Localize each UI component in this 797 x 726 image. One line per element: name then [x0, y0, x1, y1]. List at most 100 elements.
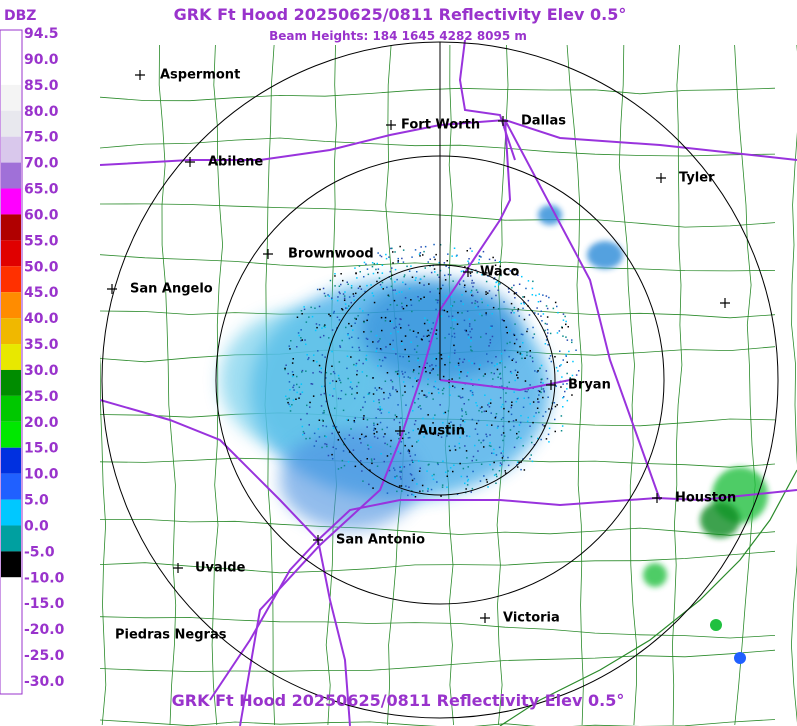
county-lines [100, 44, 797, 726]
echo-pixel [373, 429, 375, 431]
echo-pixel [516, 461, 519, 463]
echo-pixel [479, 407, 482, 409]
echo-pixel [302, 430, 305, 433]
echo-pixel [396, 475, 398, 477]
echo-pixel [366, 284, 368, 287]
echo-pixel [454, 349, 456, 352]
echo-pixel [548, 441, 550, 443]
echo-pixel [498, 282, 501, 285]
city-marker [395, 426, 405, 436]
echo-pixel [465, 290, 467, 293]
echo-pixel [335, 426, 338, 428]
echo-pixel [476, 422, 478, 425]
echo-pixel [338, 361, 341, 363]
echo-pixel [408, 287, 411, 290]
echo-pixel [370, 458, 373, 460]
echo-pixel [517, 466, 519, 468]
echo-pixel [337, 439, 340, 441]
echo-pixel [500, 360, 503, 362]
echo-pixel [447, 273, 450, 276]
echo-pixel [529, 355, 532, 357]
echo-pixel [388, 469, 391, 472]
echo-pixel [450, 421, 452, 423]
echo-pixel [334, 275, 336, 277]
echo-pixel [376, 423, 379, 426]
scale-swatch [1, 551, 21, 578]
echo-pixel [288, 403, 290, 406]
scale-label: 55.0 [24, 233, 59, 249]
echo-pixel [324, 356, 326, 358]
echo-pixel [373, 458, 376, 460]
echo-pixel [348, 322, 350, 325]
echo-pixel [366, 268, 369, 270]
echo-pixel [428, 334, 430, 337]
echo-pixel [538, 411, 540, 414]
echo-pixel [406, 304, 408, 307]
echo-pixel [397, 260, 399, 262]
scale-label: 94.5 [24, 26, 59, 42]
echo-pixel [442, 422, 444, 424]
echo-pixel [301, 369, 304, 372]
echo-pixel [407, 449, 410, 451]
echo-pixel [509, 370, 512, 373]
echo-pixel [448, 315, 450, 318]
echo-pixel [396, 304, 398, 306]
echo-pixel [546, 335, 548, 338]
echo-pixel [381, 428, 384, 431]
echo-pixel [287, 372, 289, 375]
echo-pixel [435, 333, 437, 335]
echo-pixel [432, 398, 434, 400]
echo-pixel [354, 317, 356, 320]
echo-pixel [395, 317, 397, 320]
echo-pixel [533, 415, 535, 418]
echo-pixel [451, 319, 454, 321]
echo-pixel [309, 401, 311, 404]
echo-pixel [350, 325, 353, 327]
echo-pixel [435, 253, 437, 256]
echo-pixel [399, 245, 401, 248]
echo-pixel [490, 398, 492, 401]
echo-pixel [461, 294, 463, 296]
echo-pixel [444, 411, 447, 414]
echo-pixel [387, 397, 390, 399]
echo-pixel [522, 307, 524, 310]
echo-pixel [516, 398, 519, 400]
echo-pixel [359, 307, 361, 310]
echo-pixel [383, 398, 385, 400]
echo-pixel [361, 470, 363, 472]
echo-pixel [503, 435, 506, 437]
echo-pixel [341, 339, 343, 342]
echo-pixel [456, 254, 458, 257]
echo-pixel [315, 440, 317, 442]
echo-pixel [517, 397, 519, 399]
echo-pixel [540, 386, 543, 388]
echo-pixel [549, 355, 552, 357]
echo-pixel [321, 385, 323, 388]
echo-pixel [517, 274, 519, 276]
echo-pixel [513, 284, 515, 287]
echo-pixel [332, 380, 334, 382]
echo-pixel [497, 425, 499, 428]
echo-pixel [373, 436, 376, 438]
echo-pixel [463, 431, 465, 433]
echo-pixel [514, 323, 516, 325]
echo-pixel [372, 341, 374, 343]
echo-pixel [289, 410, 292, 412]
echo-pixel [392, 289, 394, 291]
echo-pixel [312, 372, 314, 374]
echo-pixel [450, 296, 453, 298]
echo-pixel [528, 314, 531, 316]
echo-pixel [526, 354, 528, 357]
echo-pixel [448, 356, 450, 358]
echo-pixel [403, 376, 405, 378]
echo-pixel [332, 427, 335, 429]
echo-pixel [542, 294, 544, 296]
echo-pixel [401, 257, 403, 260]
echo-pixel [545, 305, 548, 307]
echo-pixel [433, 243, 435, 246]
echo-pixel [463, 319, 466, 322]
city-marker [185, 157, 195, 167]
echo-pixel [484, 394, 486, 396]
echo-pixel [370, 284, 372, 286]
echo-pixel [447, 410, 450, 412]
